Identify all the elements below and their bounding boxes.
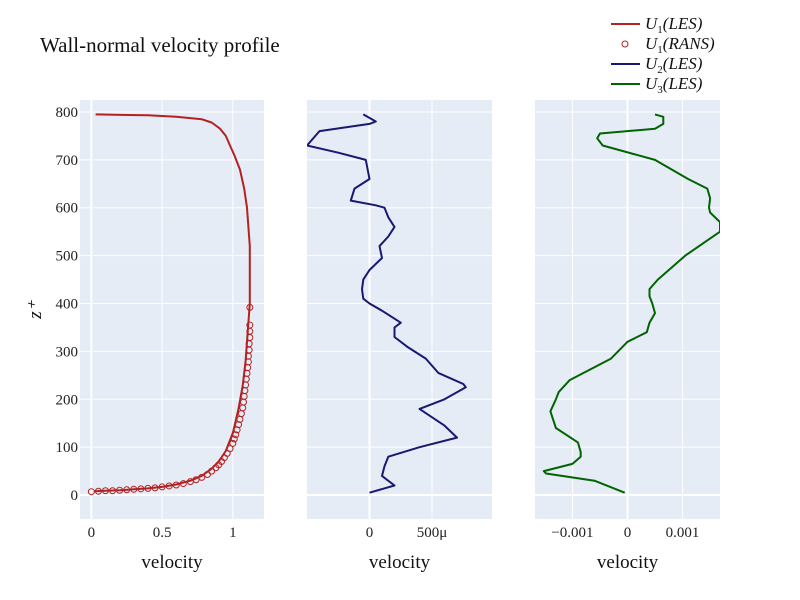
- data-point: [87, 488, 95, 496]
- data-point: [226, 445, 234, 453]
- series-line: [307, 113, 467, 494]
- data-point: [230, 435, 238, 443]
- legend-item: U1(RANS): [621, 34, 715, 56]
- y-tick-label: 600: [56, 201, 79, 217]
- y-axis-label-text: z⁺: [25, 299, 46, 319]
- legend-item: U2(LES): [611, 54, 703, 76]
- data-point: [109, 487, 117, 495]
- data-point: [165, 482, 173, 490]
- data-point: [130, 485, 138, 493]
- data-point: [246, 303, 254, 311]
- data-point: [203, 470, 211, 478]
- subplot-panels: 0 0.5 1 0 100 200 300 400 500 600 700 800 velocity 0 5…: [56, 100, 720, 573]
- legend-marker-swatch: [621, 40, 629, 48]
- y-tick-label: 800: [56, 105, 79, 121]
- data-point: [172, 481, 180, 489]
- legend-label: U2(LES): [645, 54, 703, 76]
- x-axis-label: velocity: [369, 552, 431, 573]
- data-point: [229, 439, 237, 447]
- data-point: [144, 484, 152, 492]
- x-tick-label: 0: [88, 525, 96, 541]
- y-axis-label: z⁺: [25, 299, 46, 319]
- legend-label: U1(LES): [645, 14, 703, 36]
- x-tick-label: −0.001: [551, 525, 593, 541]
- legend-label: U3(LES): [645, 74, 703, 96]
- data-point: [158, 483, 166, 491]
- x-axis-label: velocity: [141, 552, 203, 573]
- series-u1-rans-: [87, 303, 254, 496]
- y-tick-label: 100: [56, 440, 79, 456]
- plot-background: [307, 100, 492, 519]
- series-line: [542, 113, 720, 494]
- data-point: [232, 431, 240, 439]
- x-tick-label: 0: [624, 525, 632, 541]
- data-point: [198, 473, 206, 481]
- y-tick-label: 200: [56, 392, 79, 408]
- x-tick-label: 0: [366, 525, 374, 541]
- legend: U1(LES)U1(RANS)U2(LES)U3(LES): [611, 14, 715, 96]
- x-tick-label: 1: [229, 525, 237, 541]
- subplot-2: 0 500μ velocity: [307, 100, 492, 573]
- data-point: [101, 487, 109, 495]
- series-u1-les-: [94, 113, 251, 493]
- subplot-3: −0.001 0 0.001 velocity: [535, 100, 720, 573]
- y-tick-label: 500: [56, 249, 79, 265]
- data-point: [137, 485, 145, 493]
- y-tick-label: 0: [71, 488, 79, 504]
- data-point: [151, 484, 159, 492]
- x-tick-label: 0.5: [153, 525, 172, 541]
- x-axis-label: velocity: [597, 552, 659, 573]
- y-tick-label: 300: [56, 344, 79, 360]
- data-point: [116, 486, 124, 494]
- data-point: [208, 467, 216, 475]
- legend-label: U1(RANS): [645, 34, 715, 56]
- data-point: [246, 321, 254, 329]
- subplot-1: 0 0.5 1 0 100 200 300 400 500 600 700 800 velocity: [56, 100, 264, 573]
- series-u2-les-: [307, 113, 467, 494]
- legend-item: U3(LES): [611, 74, 703, 96]
- data-point: [94, 487, 102, 495]
- x-tick-label: 0.001: [666, 525, 700, 541]
- legend-item: U1(LES): [611, 14, 703, 36]
- series-u3-les-: [542, 113, 720, 494]
- y-tick-label: 400: [56, 297, 79, 313]
- data-point: [179, 480, 187, 488]
- chart-title: Wall-normal velocity profile: [40, 33, 280, 57]
- data-point: [192, 476, 200, 484]
- data-point: [123, 486, 131, 494]
- series-line: [94, 113, 251, 493]
- y-tick-label: 700: [56, 153, 79, 169]
- x-tick-label: 500μ: [417, 525, 448, 541]
